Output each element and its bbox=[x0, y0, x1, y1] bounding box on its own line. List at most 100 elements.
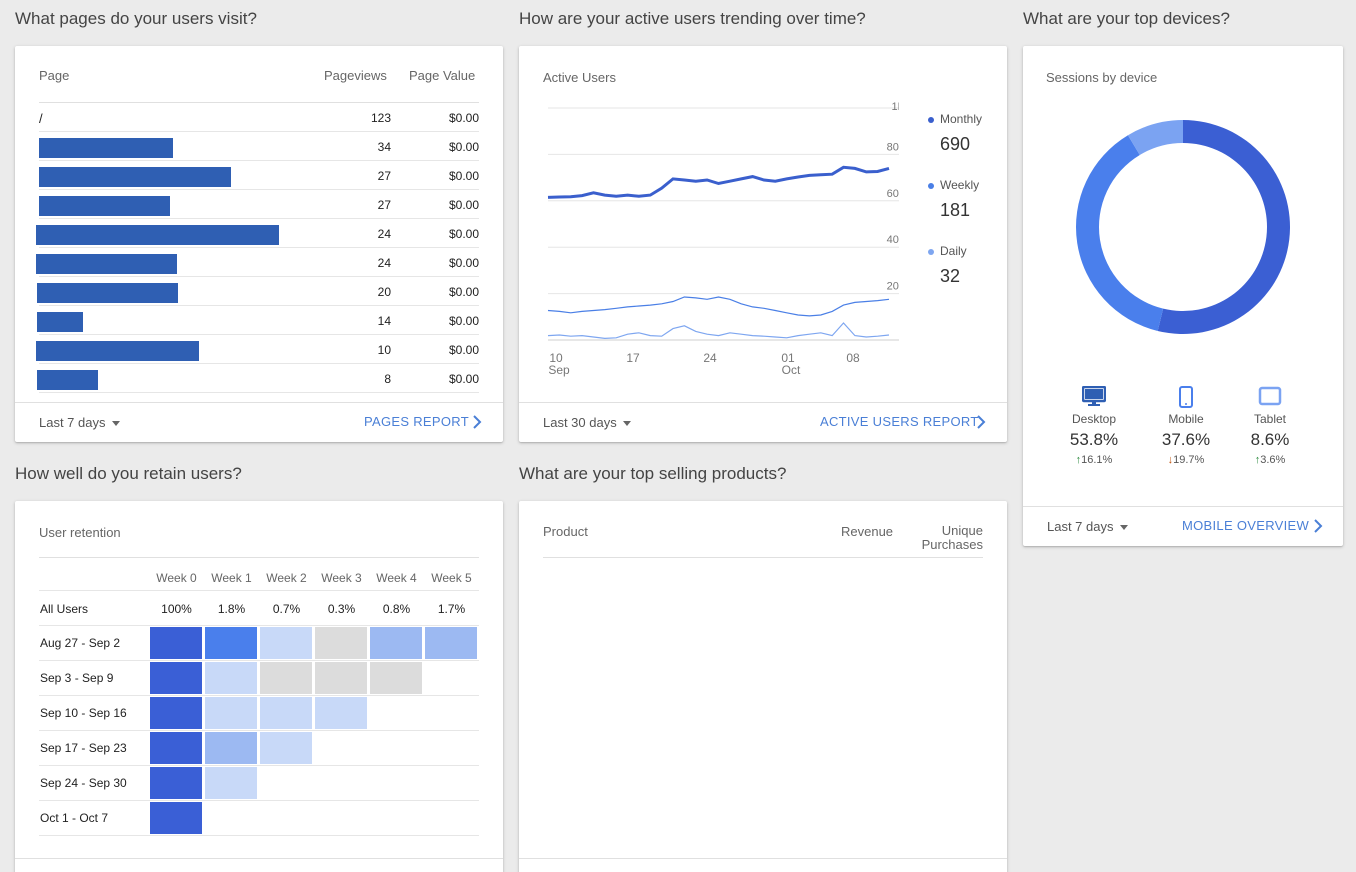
table-row[interactable]: 34 $0.00 bbox=[39, 132, 479, 161]
active-users-subtitle: Active Users bbox=[543, 70, 616, 85]
page-redacted-bar bbox=[39, 138, 173, 158]
week-column-header: Week 4 bbox=[376, 571, 417, 585]
cohort-label: Sep 10 - Sep 16 bbox=[40, 706, 127, 720]
all-users-retention-value: 100% bbox=[161, 602, 192, 616]
device-name: Desktop bbox=[1071, 412, 1117, 426]
retention-cell[interactable] bbox=[205, 732, 257, 764]
page-redacted-bar bbox=[39, 196, 170, 216]
retention-card: User retention Week 0 Week 1 Week 2 Week 3 W… bbox=[15, 501, 503, 872]
retention-cell[interactable] bbox=[205, 662, 257, 694]
desktop-icon bbox=[1054, 385, 1134, 410]
pageviews-value: 8 bbox=[384, 372, 391, 386]
sessions-donut-chart bbox=[1076, 120, 1290, 334]
retention-cell[interactable] bbox=[260, 732, 312, 764]
chevron-right-icon[interactable] bbox=[470, 415, 484, 429]
retention-cell[interactable] bbox=[150, 767, 202, 799]
arrow-up-icon: ↑ bbox=[1075, 454, 1082, 466]
table-row[interactable]: 27 $0.00 bbox=[39, 190, 479, 219]
page-value: $0.00 bbox=[448, 372, 479, 386]
retention-cell[interactable] bbox=[260, 662, 312, 694]
retention-cell[interactable] bbox=[150, 802, 202, 834]
active-period-label: Last 30 days bbox=[543, 415, 617, 430]
cohort-label: Sep 3 - Sep 9 bbox=[40, 671, 114, 685]
table-row[interactable]: 24 $0.00 bbox=[36, 219, 479, 248]
y-tick-label: 1K bbox=[892, 101, 899, 113]
pages-period-dropdown[interactable]: Last 7 days bbox=[39, 415, 120, 430]
retention-cell[interactable] bbox=[150, 697, 202, 729]
donut-slice-tablet[interactable] bbox=[1127, 120, 1183, 155]
revenue-column-header[interactable]: Revenue bbox=[841, 524, 894, 539]
retention-cell[interactable] bbox=[150, 732, 202, 764]
pageviews-column-header[interactable]: Pageviews bbox=[324, 68, 387, 83]
page-column-header[interactable]: Page bbox=[39, 68, 70, 83]
legend-dot-icon bbox=[928, 248, 934, 255]
legend-dot-icon bbox=[928, 116, 934, 123]
mobile-overview-link[interactable]: MOBILE OVERVIEW bbox=[1182, 518, 1310, 533]
retention-cell[interactable] bbox=[315, 627, 367, 659]
retention-cell[interactable] bbox=[260, 697, 312, 729]
pageviews-value: 24 bbox=[377, 256, 391, 270]
donut-slice-mobile[interactable] bbox=[1076, 135, 1164, 331]
dropdown-caret-icon bbox=[111, 421, 120, 427]
pageviews-value: 24 bbox=[377, 227, 391, 241]
page-value-column-header[interactable]: Page Value bbox=[409, 68, 476, 83]
legend-value: 32 bbox=[940, 266, 961, 286]
retention-cell[interactable] bbox=[205, 697, 257, 729]
page-value: $0.00 bbox=[448, 140, 479, 154]
retention-cell[interactable] bbox=[370, 662, 422, 694]
arrow-up-icon: ↑ bbox=[1254, 454, 1261, 466]
active-period-dropdown[interactable]: Last 30 days bbox=[543, 415, 631, 430]
table-row[interactable]: 8 $0.00 bbox=[37, 364, 479, 393]
page-value: $0.00 bbox=[448, 314, 479, 328]
devices-question-title: What are your top devices? bbox=[1023, 9, 1230, 28]
week-column-header: Week 5 bbox=[431, 571, 472, 585]
retention-cell[interactable] bbox=[315, 697, 367, 729]
devices-period-dropdown[interactable]: Last 7 days bbox=[1047, 519, 1128, 534]
page-value: $0.00 bbox=[448, 227, 479, 241]
pages-report-link[interactable]: PAGES REPORT bbox=[364, 414, 469, 429]
dropdown-caret-icon bbox=[622, 421, 631, 427]
active-users-card: Active Users 1K800600400200010Sep172401O… bbox=[519, 46, 1007, 442]
pageviews-value: 14 bbox=[377, 314, 391, 328]
retention-cell[interactable] bbox=[205, 767, 257, 799]
all-users-retention-value: 0.3% bbox=[327, 602, 356, 616]
product-column-header[interactable]: Product bbox=[543, 524, 588, 539]
week-column-header: Week 3 bbox=[321, 571, 362, 585]
device-item-tablet: Tablet 8.6% ↑3.6% bbox=[1230, 386, 1310, 466]
retention-cell[interactable] bbox=[260, 627, 312, 659]
unique-purchases-line-2: Purchases bbox=[921, 537, 983, 552]
page-redacted-bar bbox=[39, 167, 231, 187]
table-row[interactable]: 27 $0.00 bbox=[39, 161, 479, 190]
pageviews-value: 34 bbox=[377, 140, 391, 154]
page-redacted-bar bbox=[36, 341, 199, 361]
table-row[interactable]: 10 $0.00 bbox=[36, 335, 479, 364]
table-row[interactable]: 24 $0.00 bbox=[36, 248, 479, 277]
x-tick-label: 01 bbox=[781, 351, 795, 365]
table-row[interactable]: / 123 $0.00 bbox=[39, 103, 479, 132]
active-users-report-link[interactable]: ACTIVE USERS REPORT bbox=[820, 414, 979, 429]
series-line-monthly bbox=[547, 165, 890, 199]
table-row[interactable]: 14 $0.00 bbox=[37, 306, 479, 335]
page-path[interactable]: / bbox=[39, 111, 43, 126]
retention-cell[interactable] bbox=[425, 627, 477, 659]
retention-cell[interactable] bbox=[150, 662, 202, 694]
table-row[interactable]: 20 $0.00 bbox=[37, 277, 479, 306]
active-users-chart: 1K800600400200010Sep172401Oct08 bbox=[547, 101, 899, 377]
device-change: ↑16.1% bbox=[1054, 454, 1134, 466]
arrow-down-icon: ↓ bbox=[1167, 454, 1174, 466]
donut-slice-desktop[interactable] bbox=[1157, 120, 1290, 334]
chevron-right-icon[interactable] bbox=[974, 415, 988, 429]
retention-cell[interactable] bbox=[315, 662, 367, 694]
chevron-right-icon[interactable] bbox=[1311, 519, 1325, 533]
pageviews-value: 20 bbox=[377, 285, 391, 299]
retention-cell[interactable] bbox=[370, 627, 422, 659]
legend-label: Monthly bbox=[940, 112, 983, 126]
products-card: Product Revenue Unique Purchases bbox=[519, 501, 1007, 872]
retention-cell[interactable] bbox=[150, 627, 202, 659]
retention-cell[interactable] bbox=[205, 627, 257, 659]
device-change-value: 3.6% bbox=[1260, 454, 1286, 466]
cohort-label: Oct 1 - Oct 7 bbox=[40, 811, 109, 825]
device-change: ↓19.7% bbox=[1146, 454, 1226, 466]
unique-purchases-column-header[interactable]: Unique Purchases bbox=[922, 524, 983, 552]
legend-label: Daily bbox=[940, 244, 967, 258]
